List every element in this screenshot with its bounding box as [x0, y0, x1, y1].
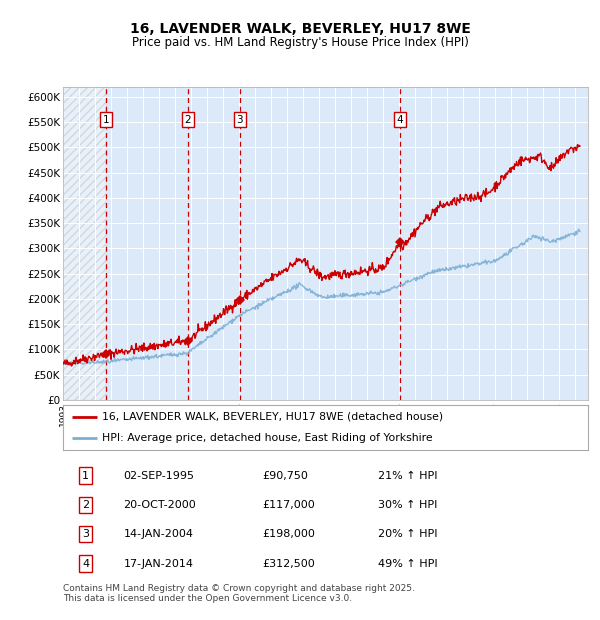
Text: 14-JAN-2004: 14-JAN-2004	[124, 529, 193, 539]
Text: £90,750: £90,750	[263, 471, 308, 480]
Text: 17-JAN-2014: 17-JAN-2014	[124, 559, 193, 569]
Text: 02-SEP-1995: 02-SEP-1995	[124, 471, 194, 480]
Text: 3: 3	[82, 529, 89, 539]
Text: 49% ↑ HPI: 49% ↑ HPI	[378, 559, 437, 569]
Text: £312,500: £312,500	[263, 559, 315, 569]
Text: £198,000: £198,000	[263, 529, 316, 539]
Text: 4: 4	[82, 559, 89, 569]
Text: 4: 4	[397, 115, 403, 125]
Text: 21% ↑ HPI: 21% ↑ HPI	[378, 471, 437, 480]
Text: 20-OCT-2000: 20-OCT-2000	[124, 500, 196, 510]
Text: £117,000: £117,000	[263, 500, 315, 510]
Text: 16, LAVENDER WALK, BEVERLEY, HU17 8WE (detached house): 16, LAVENDER WALK, BEVERLEY, HU17 8WE (d…	[103, 412, 443, 422]
Text: Contains HM Land Registry data © Crown copyright and database right 2025.
This d: Contains HM Land Registry data © Crown c…	[63, 584, 415, 603]
Bar	[63, 87, 106, 400]
Text: 20% ↑ HPI: 20% ↑ HPI	[378, 529, 437, 539]
Text: 3: 3	[236, 115, 243, 125]
Text: 1: 1	[82, 471, 89, 480]
Text: 30% ↑ HPI: 30% ↑ HPI	[378, 500, 437, 510]
Text: 2: 2	[82, 500, 89, 510]
Text: Price paid vs. HM Land Registry's House Price Index (HPI): Price paid vs. HM Land Registry's House …	[131, 36, 469, 49]
Text: 1: 1	[103, 115, 109, 125]
Text: 16, LAVENDER WALK, BEVERLEY, HU17 8WE: 16, LAVENDER WALK, BEVERLEY, HU17 8WE	[130, 22, 470, 36]
Text: HPI: Average price, detached house, East Riding of Yorkshire: HPI: Average price, detached house, East…	[103, 433, 433, 443]
Text: 2: 2	[185, 115, 191, 125]
